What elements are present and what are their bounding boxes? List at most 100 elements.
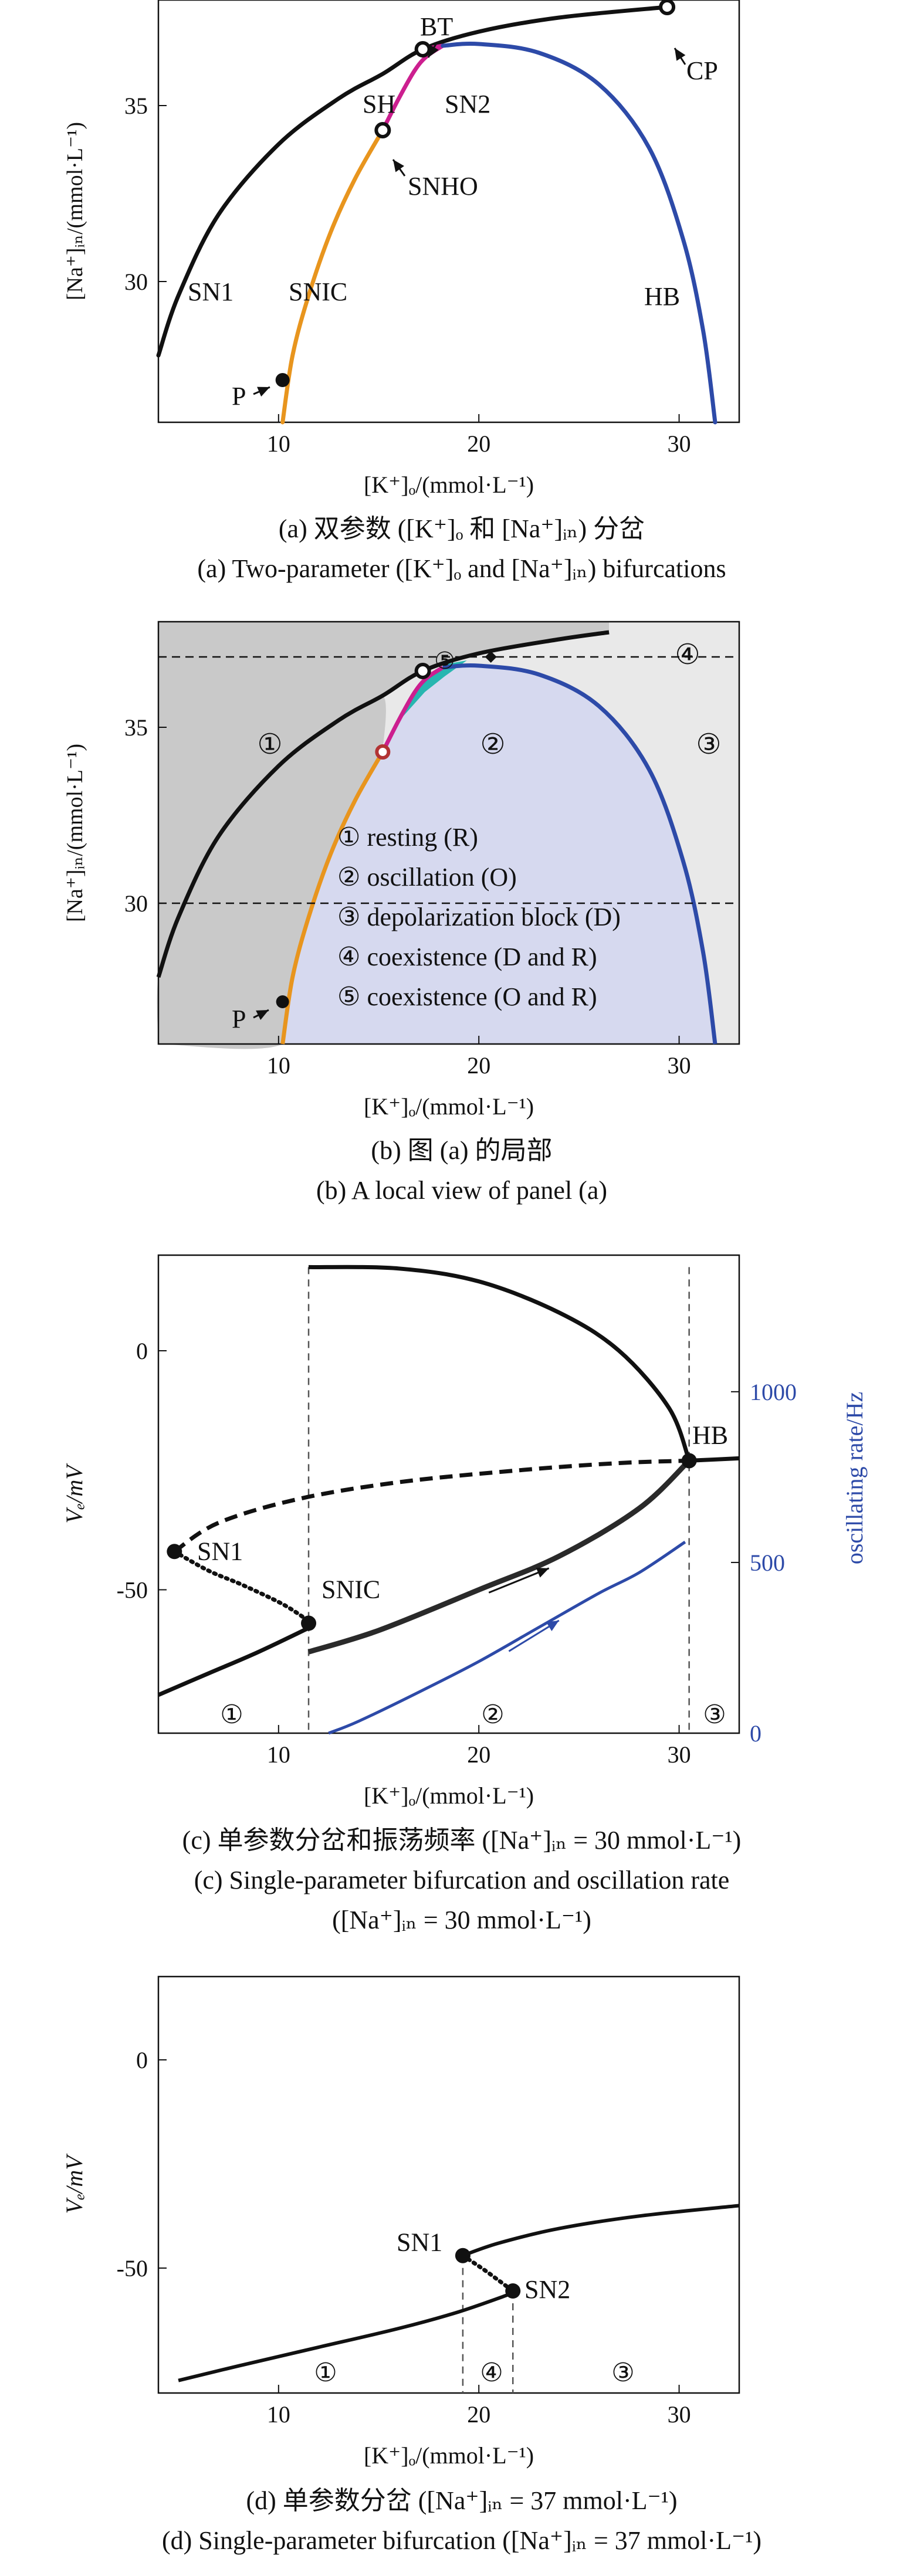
- panel-d: 10 20 30 0 -50 SN1 SN2 ① ④ ③ Vₑ/mV [K⁺]ₒ/(mmol·L⁻…: [61, 1975, 761, 2555]
- y-tick-label: 0: [136, 1338, 148, 1364]
- curve-lower-stable-d: [178, 2291, 514, 2382]
- bifurcation-point-sn1: [167, 1544, 182, 1560]
- label-sn2-d: SN2: [524, 2275, 570, 2304]
- plot-frame-a: [157, 0, 740, 423]
- label-hb-c: HB: [692, 1421, 728, 1450]
- label-sn1-c: SN1: [197, 1537, 243, 1565]
- plot-frame-d: [157, 1975, 740, 2394]
- y-tick-label: 35: [124, 714, 148, 741]
- cp-marker-b: [485, 651, 497, 663]
- panel-b: 10 20 30 30 35 P ① ② ③ ④ ⑤ ① resting (R) ② oscilla…: [63, 621, 740, 1205]
- caption-en-d: (d) Single-parameter bifurcation ([Na⁺]ᵢ…: [162, 2526, 761, 2555]
- curve-hb: [441, 42, 717, 425]
- legend-item-depolarization: ③ depolarization block (D): [337, 903, 621, 931]
- y-axis-label-c: Vₑ/mV: [61, 1463, 87, 1524]
- snho-marker-b: [375, 744, 391, 760]
- x-axis-label-b: [K⁺]ₒ/(mmol·L⁻¹): [364, 1093, 534, 1120]
- caption-en-b: (b) A local view of panel (a): [316, 1176, 607, 1205]
- x-tick-label: 10: [267, 1741, 290, 1768]
- bifurcation-point-sn1-d: [455, 2248, 471, 2263]
- y-axis-label-a: [Na⁺]ᵢₙ/(mmol·L⁻¹): [63, 122, 87, 300]
- p-marker: [275, 373, 290, 387]
- x-axis-label-c: [K⁺]ₒ/(mmol·L⁻¹): [364, 1782, 534, 1809]
- region-oscillation: [282, 665, 715, 1044]
- caption-zh-b: (b) 图 (a) 的局部: [371, 1136, 552, 1165]
- label-sh: SH: [363, 90, 395, 118]
- x-tick-label: 20: [467, 2401, 490, 2428]
- x-tick-label: 20: [467, 1741, 490, 1768]
- curve-snic-b: [280, 751, 385, 1045]
- caption-zh-c: (c) 单参数分岔和振荡频率 ([Na⁺]ᵢₙ = 30 mmol·L⁻¹): [182, 1826, 742, 1855]
- x-tick-label: 30: [668, 2401, 691, 2428]
- arrow-p-b-head: [256, 1010, 269, 1020]
- y-tick-label: -50: [117, 2255, 148, 2282]
- cp-marker: [659, 0, 676, 15]
- x-tick-label: 30: [668, 1052, 691, 1079]
- curve-unstable-upper: [173, 1458, 689, 1554]
- y-axis-label-b: [Na⁺]ᵢₙ/(mmol·L⁻¹): [63, 744, 87, 922]
- y-tick-label: 0: [136, 2047, 148, 2073]
- label-bt: BT: [420, 12, 453, 41]
- arrow-p-head: [257, 387, 270, 397]
- bifurcation-point-sn2-d: [505, 2283, 521, 2299]
- legend-b: ① resting (R) ② oscillation (O) ③ depola…: [337, 823, 621, 1011]
- arrow-snho-head: [393, 160, 404, 172]
- x-tick-label: 20: [467, 1052, 490, 1079]
- region-label-2-c: ②: [481, 1700, 504, 1729]
- region-resting-top: [158, 622, 610, 977]
- caption-en-a: (a) Two-parameter ([K⁺]ₒ and [Na⁺]ᵢₙ) bi…: [197, 554, 726, 583]
- legend-item-resting: ① resting (R): [337, 823, 478, 852]
- direction-arrow-vmin-head: [536, 1568, 549, 1578]
- bifurcation-point-snic: [301, 1615, 317, 1631]
- x-axis-label-a: [K⁺]ₒ/(mmol·L⁻¹): [364, 472, 534, 498]
- arrow-bt-head: [428, 45, 439, 57]
- y-tick-label: 30: [124, 269, 148, 295]
- curve-stable-lower: [157, 1626, 310, 1697]
- panel-a: 10 20 30 30 35 HB SN1 SNIC SH SN2 BT CP SNHO P [Na⁺]ᵢ…: [63, 0, 740, 583]
- bt-marker-b: [414, 663, 431, 679]
- x-axis-label-d: [K⁺]ₒ/(mmol·L⁻¹): [364, 2442, 534, 2469]
- y-axis-label-d: Vₑ/mV: [61, 2153, 87, 2214]
- plot-frame-c: [157, 1254, 740, 1734]
- legend-item-coexistence-or: ⑤ coexistence (O and R): [337, 982, 597, 1011]
- curve-oscillation-max: [308, 1265, 691, 1462]
- curve-sn1-b: [156, 630, 610, 978]
- x-tick-label: 10: [267, 431, 290, 457]
- caption-zh-d: (d) 单参数分岔 ([Na⁺]ᵢₙ = 37 mmol·L⁻¹): [246, 2486, 677, 2515]
- legend-item-oscillation: ② oscillation (O): [337, 863, 517, 892]
- curve-oscillation-min: [307, 1459, 691, 1655]
- y-right-tick-label: 1000: [750, 1379, 797, 1405]
- curve-upper-stable-d: [462, 2204, 740, 2258]
- plot-frame-b: [157, 621, 740, 1045]
- legend-item-coexistence-dr: ④ coexistence (D and R): [337, 943, 597, 971]
- snho-marker: [374, 122, 391, 138]
- x-tick-label: 30: [668, 1741, 691, 1768]
- y-axis-label-right-c: oscillating rate/Hz: [841, 1392, 868, 1564]
- label-snic: SNIC: [289, 277, 347, 306]
- label-snho: SNHO: [408, 172, 478, 201]
- label-p-b: P: [232, 1005, 246, 1033]
- curve-sh-b: [381, 666, 444, 753]
- y-right-tick-label: 0: [750, 1720, 761, 1747]
- p-marker-b: [276, 995, 289, 1008]
- curve-snic: [280, 128, 385, 425]
- direction-arrow-rate-head: [546, 1620, 559, 1632]
- caption-en2-c: ([Na⁺]ᵢₙ = 30 mmol·L⁻¹): [332, 1906, 591, 1934]
- caption-zh-a: (a) 双参数 ([K⁺]ₒ 和 [Na⁺]ᵢₙ) 分岔: [279, 514, 645, 543]
- region-label-2: ②: [480, 729, 505, 760]
- bifurcation-point-hb: [681, 1453, 697, 1469]
- caption-en-c: (c) Single-parameter bifurcation and osc…: [194, 1866, 730, 1894]
- bt-marker: [414, 41, 431, 57]
- x-tick-label: 30: [668, 431, 691, 457]
- y-tick-label: 35: [124, 93, 148, 119]
- curve-sn1: [156, 5, 669, 358]
- y-right-tick-label: 500: [750, 1550, 785, 1576]
- label-cp: CP: [686, 56, 718, 85]
- region-label-1-d: ①: [314, 2358, 337, 2387]
- curve-unstable-sn1-snic: [172, 1549, 311, 1623]
- y-tick-label: -50: [117, 1577, 148, 1604]
- y-tick-label: 30: [124, 890, 148, 917]
- label-sn1: SN1: [188, 277, 233, 306]
- label-sn2: SN2: [445, 90, 490, 118]
- region-resting: [157, 694, 386, 1049]
